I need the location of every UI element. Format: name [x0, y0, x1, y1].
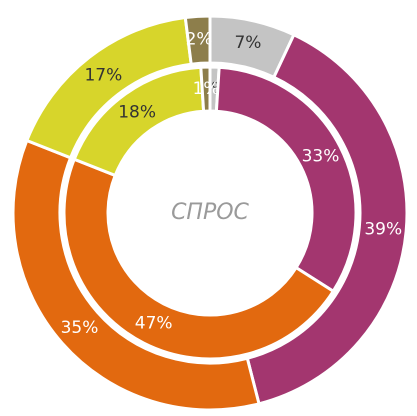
value-label: 18% — [118, 103, 156, 123]
value-label: 33% — [302, 147, 340, 167]
value-label: 17% — [84, 66, 122, 86]
value-label: 1% — [193, 79, 220, 99]
donut-segment — [11, 138, 261, 412]
value-label: 39% — [364, 219, 402, 239]
donut-segment — [183, 14, 212, 66]
center-label: СПРОС — [171, 200, 249, 225]
value-label: 2% — [186, 29, 213, 49]
value-label: 47% — [135, 313, 173, 333]
donut-segment — [214, 65, 358, 294]
donut-segment — [245, 32, 409, 406]
donut-segment — [199, 65, 212, 113]
value-label: 35% — [61, 318, 99, 338]
donut-segment — [62, 157, 336, 361]
value-label: 7% — [234, 33, 261, 53]
